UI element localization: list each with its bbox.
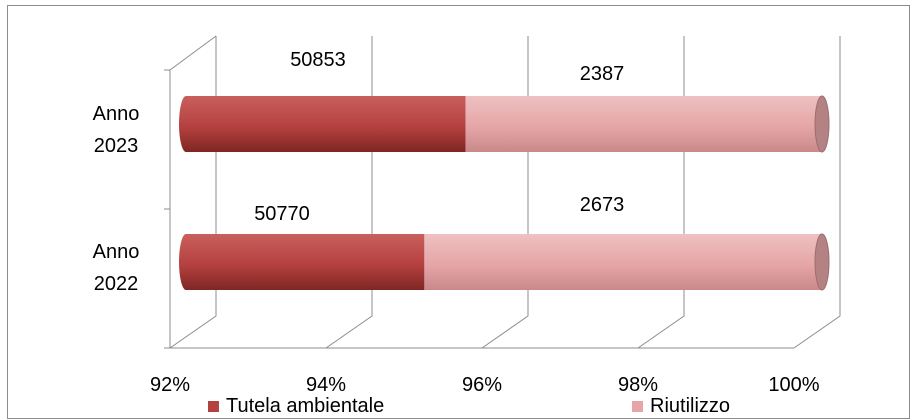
legend-swatch (208, 401, 219, 412)
category-label-line: Anno (93, 103, 140, 125)
bar-left-cap (179, 234, 193, 290)
x-tick-label: 100% (768, 374, 819, 396)
legend-label: Tutela ambientale (226, 395, 384, 417)
category-label-line: Anno (93, 241, 140, 263)
x-tick-label: 94% (306, 374, 346, 396)
category-label-line: 2022 (94, 273, 139, 295)
gridline (325, 36, 373, 349)
bar-right-cap (814, 95, 830, 153)
gridline (637, 36, 685, 349)
gridline (481, 36, 529, 349)
category-label: Anno 2022 (93, 241, 140, 295)
gridline (793, 36, 841, 349)
x-tick-label: 98% (618, 374, 658, 396)
legend-label: Riutilizzo (650, 395, 730, 417)
x-tick-label: 92% (150, 374, 190, 396)
chart-area (7, 5, 910, 419)
category-label-line: 2023 (94, 135, 139, 157)
data-label: 2387 (580, 63, 625, 85)
data-label: 50770 (254, 203, 310, 225)
bar-segment-tutela-ambientale (186, 96, 466, 152)
bar-right-cap (814, 233, 830, 291)
bar-segment-riutilizzo (465, 96, 822, 152)
legend-swatch (632, 401, 643, 412)
side-wall-top (169, 35, 217, 71)
category-label: Anno 2023 (93, 103, 140, 157)
gridline (169, 36, 217, 349)
bar-segment-riutilizzo (424, 234, 822, 290)
bar-left-cap (179, 96, 193, 152)
x-tick-label: 96% (462, 374, 502, 396)
data-label: 50853 (290, 49, 346, 71)
bar-segment-tutela-ambientale (186, 234, 425, 290)
data-label: 2673 (580, 194, 625, 216)
